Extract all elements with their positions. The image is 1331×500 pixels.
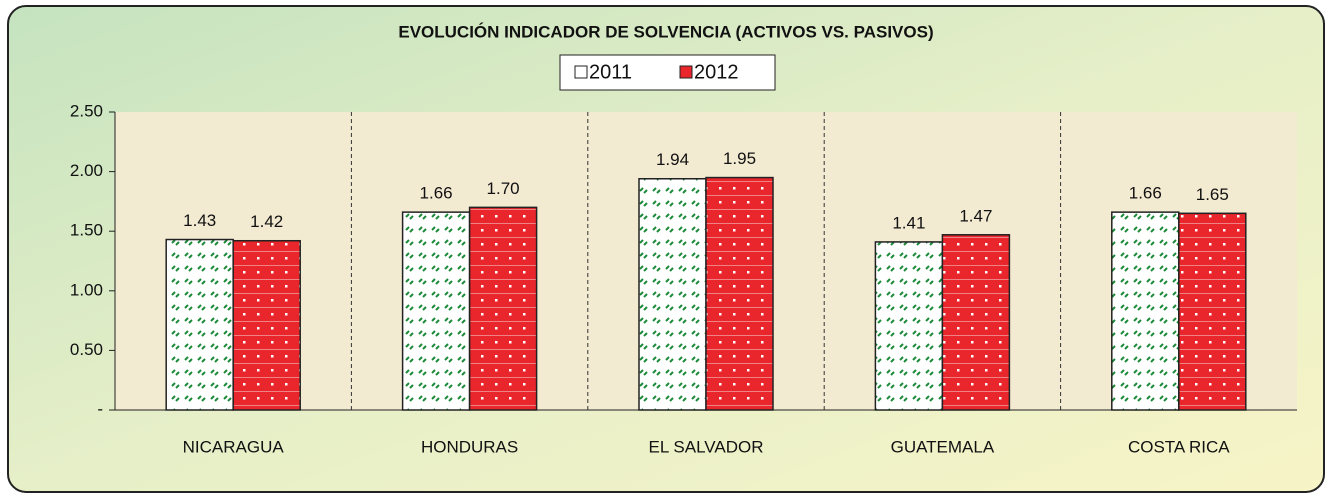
y-tick-label: 1.00 [70, 280, 103, 299]
y-tick-label: 1.50 [70, 221, 103, 240]
value-label: 1.43 [183, 211, 216, 230]
y-tick-label: 2.00 [70, 161, 103, 180]
x-tick-label: NICARAGUA [183, 437, 285, 456]
bar [705, 176, 774, 411]
value-label: 1.95 [723, 149, 756, 168]
x-tick-label: COSTA RICA [1128, 437, 1230, 456]
bar [1178, 212, 1247, 411]
value-label: 1.66 [1129, 184, 1162, 203]
bar [941, 234, 1011, 411]
value-label: 1.66 [420, 184, 453, 203]
legend-label: 2011 [589, 61, 632, 83]
value-label: 1.42 [250, 212, 283, 231]
bar [232, 239, 301, 411]
bar [638, 178, 707, 411]
legend-swatch [574, 65, 588, 79]
value-label: 1.47 [959, 206, 992, 225]
value-label: 1.65 [1196, 185, 1229, 204]
chart-title: EVOLUCIÓN INDICADOR DE SOLVENCIA (ACTIVO… [398, 22, 933, 41]
bar [165, 238, 234, 411]
legend [559, 54, 776, 91]
x-tick-label: EL SALVADOR [649, 437, 764, 456]
y-tick-label: - [97, 399, 103, 418]
bar [1111, 211, 1180, 411]
x-tick-label: GUATEMALA [891, 437, 995, 456]
bar [874, 241, 944, 411]
legend-swatch [679, 65, 693, 79]
x-tick-label: HONDURAS [421, 437, 518, 456]
y-tick-label: 0.50 [70, 340, 103, 359]
legend-label: 2012 [694, 61, 739, 83]
y-tick-label: 2.50 [70, 101, 103, 120]
value-label: 1.41 [892, 213, 925, 232]
value-label: 1.70 [487, 179, 520, 198]
value-label: 1.94 [656, 150, 689, 169]
bar [401, 211, 471, 411]
bar [468, 206, 538, 411]
